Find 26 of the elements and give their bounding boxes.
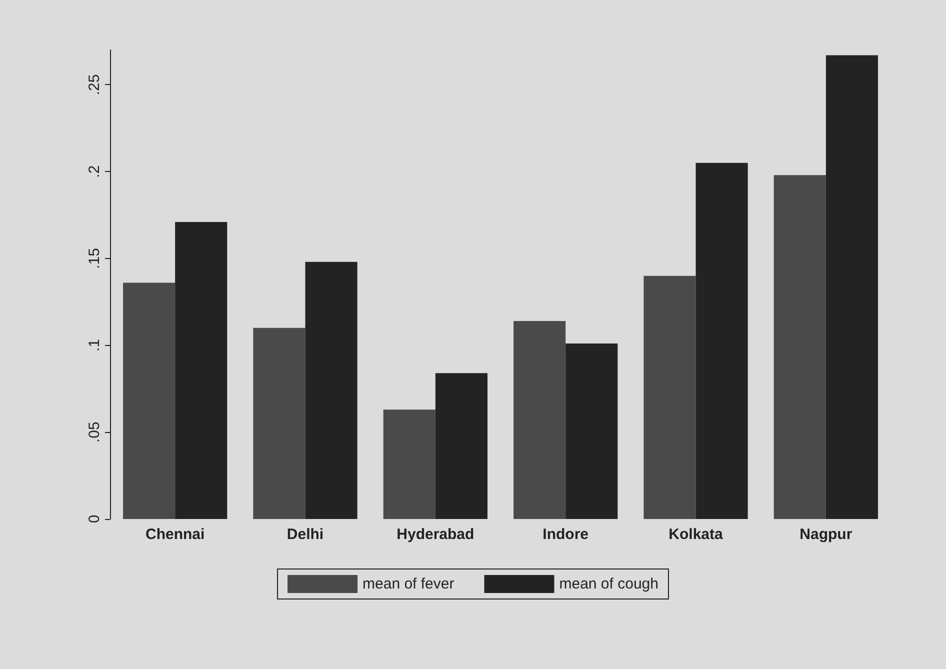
bar: [696, 162, 748, 519]
bar: [514, 320, 566, 519]
x-tick-label: Chennai: [145, 526, 205, 543]
bar: [305, 262, 358, 519]
x-tick-label: Nagpur: [800, 526, 852, 543]
bar: [774, 175, 826, 519]
x-tick-label: Indore: [542, 526, 589, 543]
bar: [644, 276, 696, 519]
y-tick-label: .25: [86, 74, 103, 96]
bar: [566, 344, 618, 519]
x-tick-label: Delhi: [286, 526, 324, 543]
bar: [175, 222, 228, 519]
bar: [383, 410, 436, 519]
legend-label: mean of cough: [559, 576, 658, 592]
y-tick-label: 0: [86, 514, 103, 524]
y-tick-label: .05: [86, 422, 103, 443]
legend-label: mean of fever: [362, 576, 454, 592]
y-tick-label: .2: [86, 165, 103, 178]
x-tick-label: Hyderabad: [396, 526, 474, 543]
y-tick-label: .1: [86, 339, 103, 352]
bar: [435, 373, 488, 519]
bar: [253, 328, 306, 519]
y-tick-label: .15: [86, 248, 103, 269]
bar: [826, 55, 878, 519]
bar: [123, 282, 176, 519]
x-tick-label: Kolkata: [668, 526, 724, 543]
